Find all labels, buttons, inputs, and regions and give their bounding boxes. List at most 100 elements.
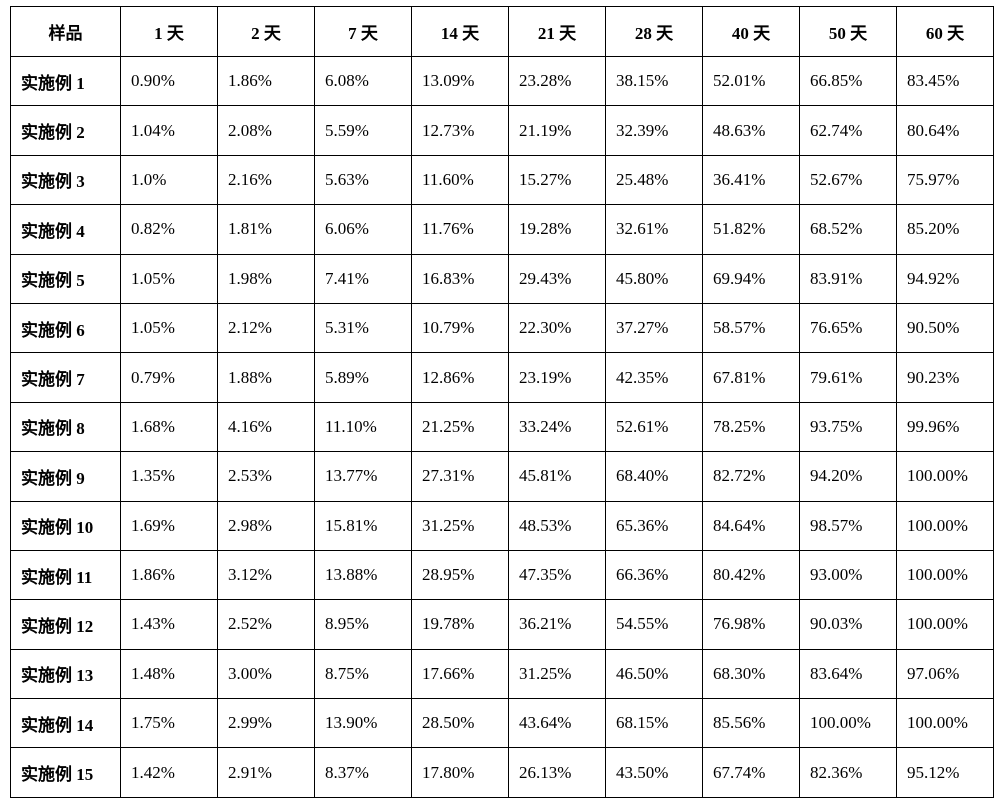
cell: 93.75% — [800, 402, 897, 451]
col-header: 样品 — [11, 7, 121, 57]
cell: 22.30% — [509, 303, 606, 352]
cell: 65.36% — [606, 501, 703, 550]
row-header: 实施例 6 — [11, 303, 121, 352]
cell: 43.64% — [509, 699, 606, 748]
cell: 28.95% — [412, 550, 509, 599]
cell: 46.50% — [606, 649, 703, 698]
cell: 1.35% — [121, 452, 218, 501]
col-header: 50 天 — [800, 7, 897, 57]
cell: 75.97% — [897, 155, 994, 204]
cell: 2.52% — [218, 600, 315, 649]
cell: 13.77% — [315, 452, 412, 501]
cell: 12.73% — [412, 106, 509, 155]
cell: 43.50% — [606, 748, 703, 798]
col-header: 60 天 — [897, 7, 994, 57]
cell: 52.01% — [703, 57, 800, 106]
cell: 51.82% — [703, 205, 800, 254]
table-body: 实施例 1 0.90% 1.86% 6.08% 13.09% 23.28% 38… — [11, 57, 994, 798]
row-header: 实施例 2 — [11, 106, 121, 155]
cell: 100.00% — [897, 550, 994, 599]
cell: 15.81% — [315, 501, 412, 550]
table-row: 实施例 4 0.82% 1.81% 6.06% 11.76% 19.28% 32… — [11, 205, 994, 254]
col-header: 21 天 — [509, 7, 606, 57]
cell: 15.27% — [509, 155, 606, 204]
cell: 2.53% — [218, 452, 315, 501]
cell: 3.00% — [218, 649, 315, 698]
row-header: 实施例 4 — [11, 205, 121, 254]
cell: 13.88% — [315, 550, 412, 599]
cell: 90.50% — [897, 303, 994, 352]
cell: 48.53% — [509, 501, 606, 550]
cell: 68.52% — [800, 205, 897, 254]
cell: 2.12% — [218, 303, 315, 352]
col-header: 14 天 — [412, 7, 509, 57]
table-row: 实施例 2 1.04% 2.08% 5.59% 12.73% 21.19% 32… — [11, 106, 994, 155]
cell: 2.91% — [218, 748, 315, 798]
row-header: 实施例 7 — [11, 353, 121, 402]
cell: 2.16% — [218, 155, 315, 204]
cell: 8.95% — [315, 600, 412, 649]
row-header: 实施例 8 — [11, 402, 121, 451]
row-header: 实施例 14 — [11, 699, 121, 748]
row-header: 实施例 3 — [11, 155, 121, 204]
cell: 82.72% — [703, 452, 800, 501]
cell: 1.75% — [121, 699, 218, 748]
cell: 13.90% — [315, 699, 412, 748]
cell: 7.41% — [315, 254, 412, 303]
cell: 99.96% — [897, 402, 994, 451]
cell: 45.81% — [509, 452, 606, 501]
cell: 16.83% — [412, 254, 509, 303]
cell: 13.09% — [412, 57, 509, 106]
row-header: 实施例 10 — [11, 501, 121, 550]
cell: 1.0% — [121, 155, 218, 204]
cell: 19.78% — [412, 600, 509, 649]
cell: 11.60% — [412, 155, 509, 204]
cell: 19.28% — [509, 205, 606, 254]
cell: 3.12% — [218, 550, 315, 599]
row-header: 实施例 15 — [11, 748, 121, 798]
cell: 6.06% — [315, 205, 412, 254]
cell: 66.85% — [800, 57, 897, 106]
cell: 23.19% — [509, 353, 606, 402]
table-row: 实施例 6 1.05% 2.12% 5.31% 10.79% 22.30% 37… — [11, 303, 994, 352]
cell: 11.76% — [412, 205, 509, 254]
cell: 90.23% — [897, 353, 994, 402]
cell: 26.13% — [509, 748, 606, 798]
cell: 1.86% — [218, 57, 315, 106]
table-container: 样品 1 天 2 天 7 天 14 天 21 天 28 天 40 天 50 天 … — [0, 0, 1000, 806]
cell: 1.05% — [121, 254, 218, 303]
col-header: 28 天 — [606, 7, 703, 57]
cell: 31.25% — [509, 649, 606, 698]
cell: 11.10% — [315, 402, 412, 451]
data-table: 样品 1 天 2 天 7 天 14 天 21 天 28 天 40 天 50 天 … — [10, 6, 994, 798]
cell: 1.88% — [218, 353, 315, 402]
cell: 78.25% — [703, 402, 800, 451]
cell: 17.66% — [412, 649, 509, 698]
cell: 68.30% — [703, 649, 800, 698]
cell: 25.48% — [606, 155, 703, 204]
cell: 100.00% — [800, 699, 897, 748]
cell: 98.57% — [800, 501, 897, 550]
cell: 67.74% — [703, 748, 800, 798]
cell: 5.89% — [315, 353, 412, 402]
cell: 1.43% — [121, 600, 218, 649]
cell: 2.99% — [218, 699, 315, 748]
table-row: 实施例 14 1.75% 2.99% 13.90% 28.50% 43.64% … — [11, 699, 994, 748]
cell: 69.94% — [703, 254, 800, 303]
cell: 68.40% — [606, 452, 703, 501]
table-row: 实施例 11 1.86% 3.12% 13.88% 28.95% 47.35% … — [11, 550, 994, 599]
row-header: 实施例 12 — [11, 600, 121, 649]
table-row: 实施例 13 1.48% 3.00% 8.75% 17.66% 31.25% 4… — [11, 649, 994, 698]
cell: 94.92% — [897, 254, 994, 303]
cell: 8.37% — [315, 748, 412, 798]
table-row: 实施例 9 1.35% 2.53% 13.77% 27.31% 45.81% 6… — [11, 452, 994, 501]
cell: 17.80% — [412, 748, 509, 798]
table-row: 实施例 7 0.79% 1.88% 5.89% 12.86% 23.19% 42… — [11, 353, 994, 402]
cell: 21.19% — [509, 106, 606, 155]
cell: 1.86% — [121, 550, 218, 599]
col-header: 40 天 — [703, 7, 800, 57]
cell: 100.00% — [897, 452, 994, 501]
cell: 45.80% — [606, 254, 703, 303]
cell: 37.27% — [606, 303, 703, 352]
cell: 42.35% — [606, 353, 703, 402]
